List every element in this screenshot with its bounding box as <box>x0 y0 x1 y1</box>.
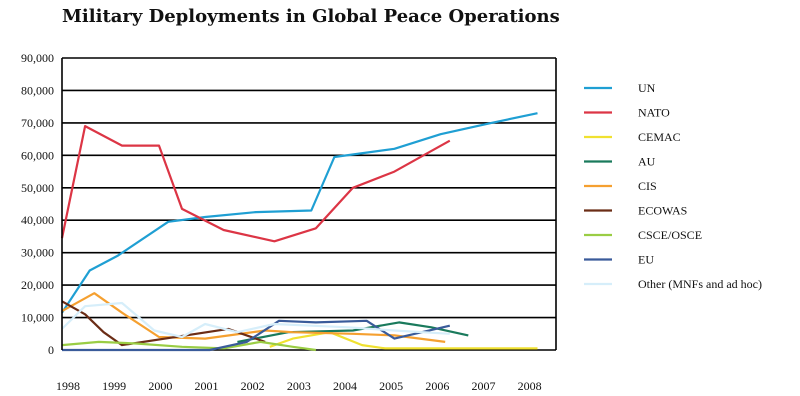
y-tick-label: 90,000 <box>21 51 54 65</box>
legend-label: UN <box>638 81 656 95</box>
x-tick-label: 2000 <box>148 379 172 393</box>
gridlines <box>62 57 556 351</box>
y-tick-label: 50,000 <box>21 181 54 195</box>
y-tick-label: 30,000 <box>21 246 54 260</box>
legend-label: CSCE/OSCE <box>638 228 702 242</box>
y-tick-label: 70,000 <box>21 116 54 130</box>
x-tick-label: 2003 <box>287 379 311 393</box>
series-line-nato <box>60 125 451 243</box>
x-axis-ticks: 1998 1999 2000 2001 2002 2003 2004 2005 2006 2007… <box>56 379 542 393</box>
series-line-eu <box>62 319 451 352</box>
chart-title: Military Deployments in Global Peace Ope… <box>62 6 560 27</box>
x-tick-label: 1999 <box>102 379 126 393</box>
series-lines <box>60 112 538 352</box>
y-tick-label: 20,000 <box>21 278 54 292</box>
y-tick-label: 40,000 <box>21 213 54 227</box>
x-tick-label: 1998 <box>56 379 80 393</box>
legend-label: ECOWAS <box>638 204 687 218</box>
series-line-un <box>61 112 538 314</box>
x-tick-label: 2002 <box>241 379 265 393</box>
axes <box>61 58 557 350</box>
legend-label: NATO <box>638 106 670 120</box>
series-line-other-mnfs-and-ad-hoc <box>61 301 450 339</box>
y-tick-label: 10,000 <box>21 311 54 325</box>
series-line-csce-osce <box>61 340 317 352</box>
x-tick-label: 2006 <box>425 379 449 393</box>
legend-label: EU <box>638 253 654 267</box>
legend-label: CIS <box>638 179 657 193</box>
x-tick-label: 2005 <box>379 379 403 393</box>
x-tick-label: 2008 <box>518 379 542 393</box>
legend-label: CEMAC <box>638 130 681 144</box>
legend: UN NATO CEMAC AU CIS ECOWAS CSCE/OSCE EU Other (… <box>584 81 762 291</box>
series-line-ecowas <box>61 300 266 347</box>
x-tick-label: 2004 <box>333 379 357 393</box>
x-tick-label: 2007 <box>472 379 496 393</box>
series-line-cemac <box>269 331 538 350</box>
legend-label: Other (MNFs and ad hoc) <box>638 277 762 291</box>
legend-label: AU <box>638 155 656 169</box>
x-tick-label: 2001 <box>195 379 219 393</box>
y-tick-label: 80,000 <box>21 83 54 97</box>
y-tick-label: 60,000 <box>21 148 54 162</box>
series-line-cis <box>61 292 446 343</box>
y-axis-ticks: 0 10,000 20,000 30,000 40,000 50,000 60,000 70,… <box>21 51 54 357</box>
y-tick-label: 0 <box>48 343 54 357</box>
